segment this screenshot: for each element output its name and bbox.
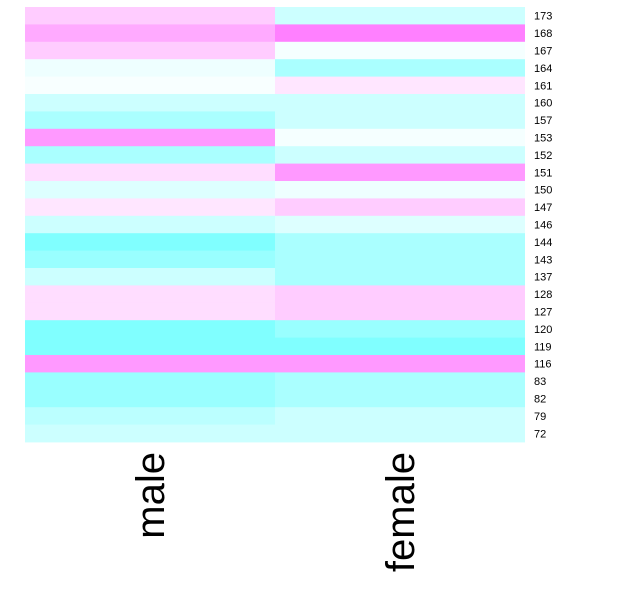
row-label-143: 143 xyxy=(534,254,552,266)
heatmap-cell-167-female xyxy=(275,41,525,60)
row-label-167: 167 xyxy=(534,46,552,58)
row-label-120: 120 xyxy=(534,324,552,336)
row-label-157: 157 xyxy=(534,115,552,127)
row-label-150: 150 xyxy=(534,185,552,197)
heatmap-cell-82-female xyxy=(275,389,525,408)
row-label-72: 72 xyxy=(534,428,546,440)
heatmap-cell-153-female xyxy=(275,128,525,147)
heatmap-cell-146-female xyxy=(275,215,525,234)
heatmap-cell-152-male xyxy=(25,146,275,164)
heatmap-cell-161-female xyxy=(275,76,525,95)
heatmap-cell-119-female xyxy=(275,337,525,356)
row-label-127: 127 xyxy=(534,307,552,319)
heatmap-cell-150-male xyxy=(25,181,275,199)
row-label-116: 116 xyxy=(534,359,552,371)
column-label-male: male xyxy=(129,452,173,539)
heatmap-cell-116-male xyxy=(25,355,275,373)
heatmap-cell-83-male xyxy=(25,372,275,391)
heatmap-cell-137-female xyxy=(275,268,525,286)
heatmap-cell-147-male xyxy=(25,198,275,217)
heatmap-cell-164-male xyxy=(25,59,275,77)
heatmap-cell-143-male xyxy=(25,250,275,269)
heatmap-cell-120-female xyxy=(275,320,525,338)
heatmap-cell-116-female xyxy=(275,355,525,373)
heatmap-cell-167-male xyxy=(25,41,275,60)
row-label-160: 160 xyxy=(534,98,552,110)
column-labels: male female xyxy=(129,452,423,572)
row-label-144: 144 xyxy=(534,237,552,249)
heatmap-cell-83-female xyxy=(275,372,525,391)
heatmap-cell-72-male xyxy=(25,424,275,443)
column-label-female: female xyxy=(379,452,423,572)
row-label-82: 82 xyxy=(534,394,546,406)
row-label-153: 153 xyxy=(534,133,552,145)
heatmap-cell-168-female xyxy=(275,24,525,43)
heatmap-cell-173-female xyxy=(275,7,525,25)
heatmap-cell-128-male xyxy=(25,285,275,304)
heatmap-cell-151-male xyxy=(25,163,275,182)
row-label-161: 161 xyxy=(534,80,552,92)
heatmap-cell-161-male xyxy=(25,76,275,95)
heatmap-cell-152-female xyxy=(275,146,525,164)
row-label-168: 168 xyxy=(534,28,552,40)
row-label-137: 137 xyxy=(534,272,552,284)
heatmap-cell-146-male xyxy=(25,215,275,234)
heatmap-cell-79-female xyxy=(275,407,525,425)
heatmap-cell-128-female xyxy=(275,285,525,304)
heatmap-cell-160-male xyxy=(25,94,275,112)
heatmap-cell-157-male xyxy=(25,111,275,130)
heatmap-cell-127-female xyxy=(275,302,525,321)
heatmap-cells xyxy=(25,7,525,443)
heatmap-cell-72-female xyxy=(275,424,525,443)
row-label-164: 164 xyxy=(534,63,552,75)
heatmap-cell-79-male xyxy=(25,407,275,425)
heatmap-cell-153-male xyxy=(25,128,275,147)
row-label-151: 151 xyxy=(534,167,552,179)
row-labels: 173 168 167 164 161 160 157 153 152 151 150 147 146 1… xyxy=(534,11,552,441)
row-label-152: 152 xyxy=(534,150,552,162)
heatmap-cell-147-female xyxy=(275,198,525,217)
heatmap-cell-144-female xyxy=(275,233,525,251)
heatmap-cell-127-male xyxy=(25,302,275,321)
row-label-173: 173 xyxy=(534,11,552,23)
row-label-147: 147 xyxy=(534,202,552,214)
heatmap-cell-168-male xyxy=(25,24,275,43)
row-label-128: 128 xyxy=(534,289,552,301)
heatmap-cell-82-male xyxy=(25,389,275,408)
heatmap-cell-173-male xyxy=(25,7,275,25)
row-label-79: 79 xyxy=(534,411,546,423)
row-label-146: 146 xyxy=(534,220,552,232)
heatmap-cell-157-female xyxy=(275,111,525,130)
heatmap-cell-151-female xyxy=(275,163,525,182)
heatmap-cell-137-male xyxy=(25,268,275,286)
heatmap-cell-144-male xyxy=(25,233,275,251)
heatmap-cell-143-female xyxy=(275,250,525,269)
heatmap-cell-120-male xyxy=(25,320,275,338)
row-label-119: 119 xyxy=(534,341,552,353)
heatmap-cell-160-female xyxy=(275,94,525,112)
heatmap-cell-119-male xyxy=(25,337,275,356)
heatmap-cell-164-female xyxy=(275,59,525,77)
heatmap-cell-150-female xyxy=(275,181,525,199)
row-label-83: 83 xyxy=(534,376,546,388)
